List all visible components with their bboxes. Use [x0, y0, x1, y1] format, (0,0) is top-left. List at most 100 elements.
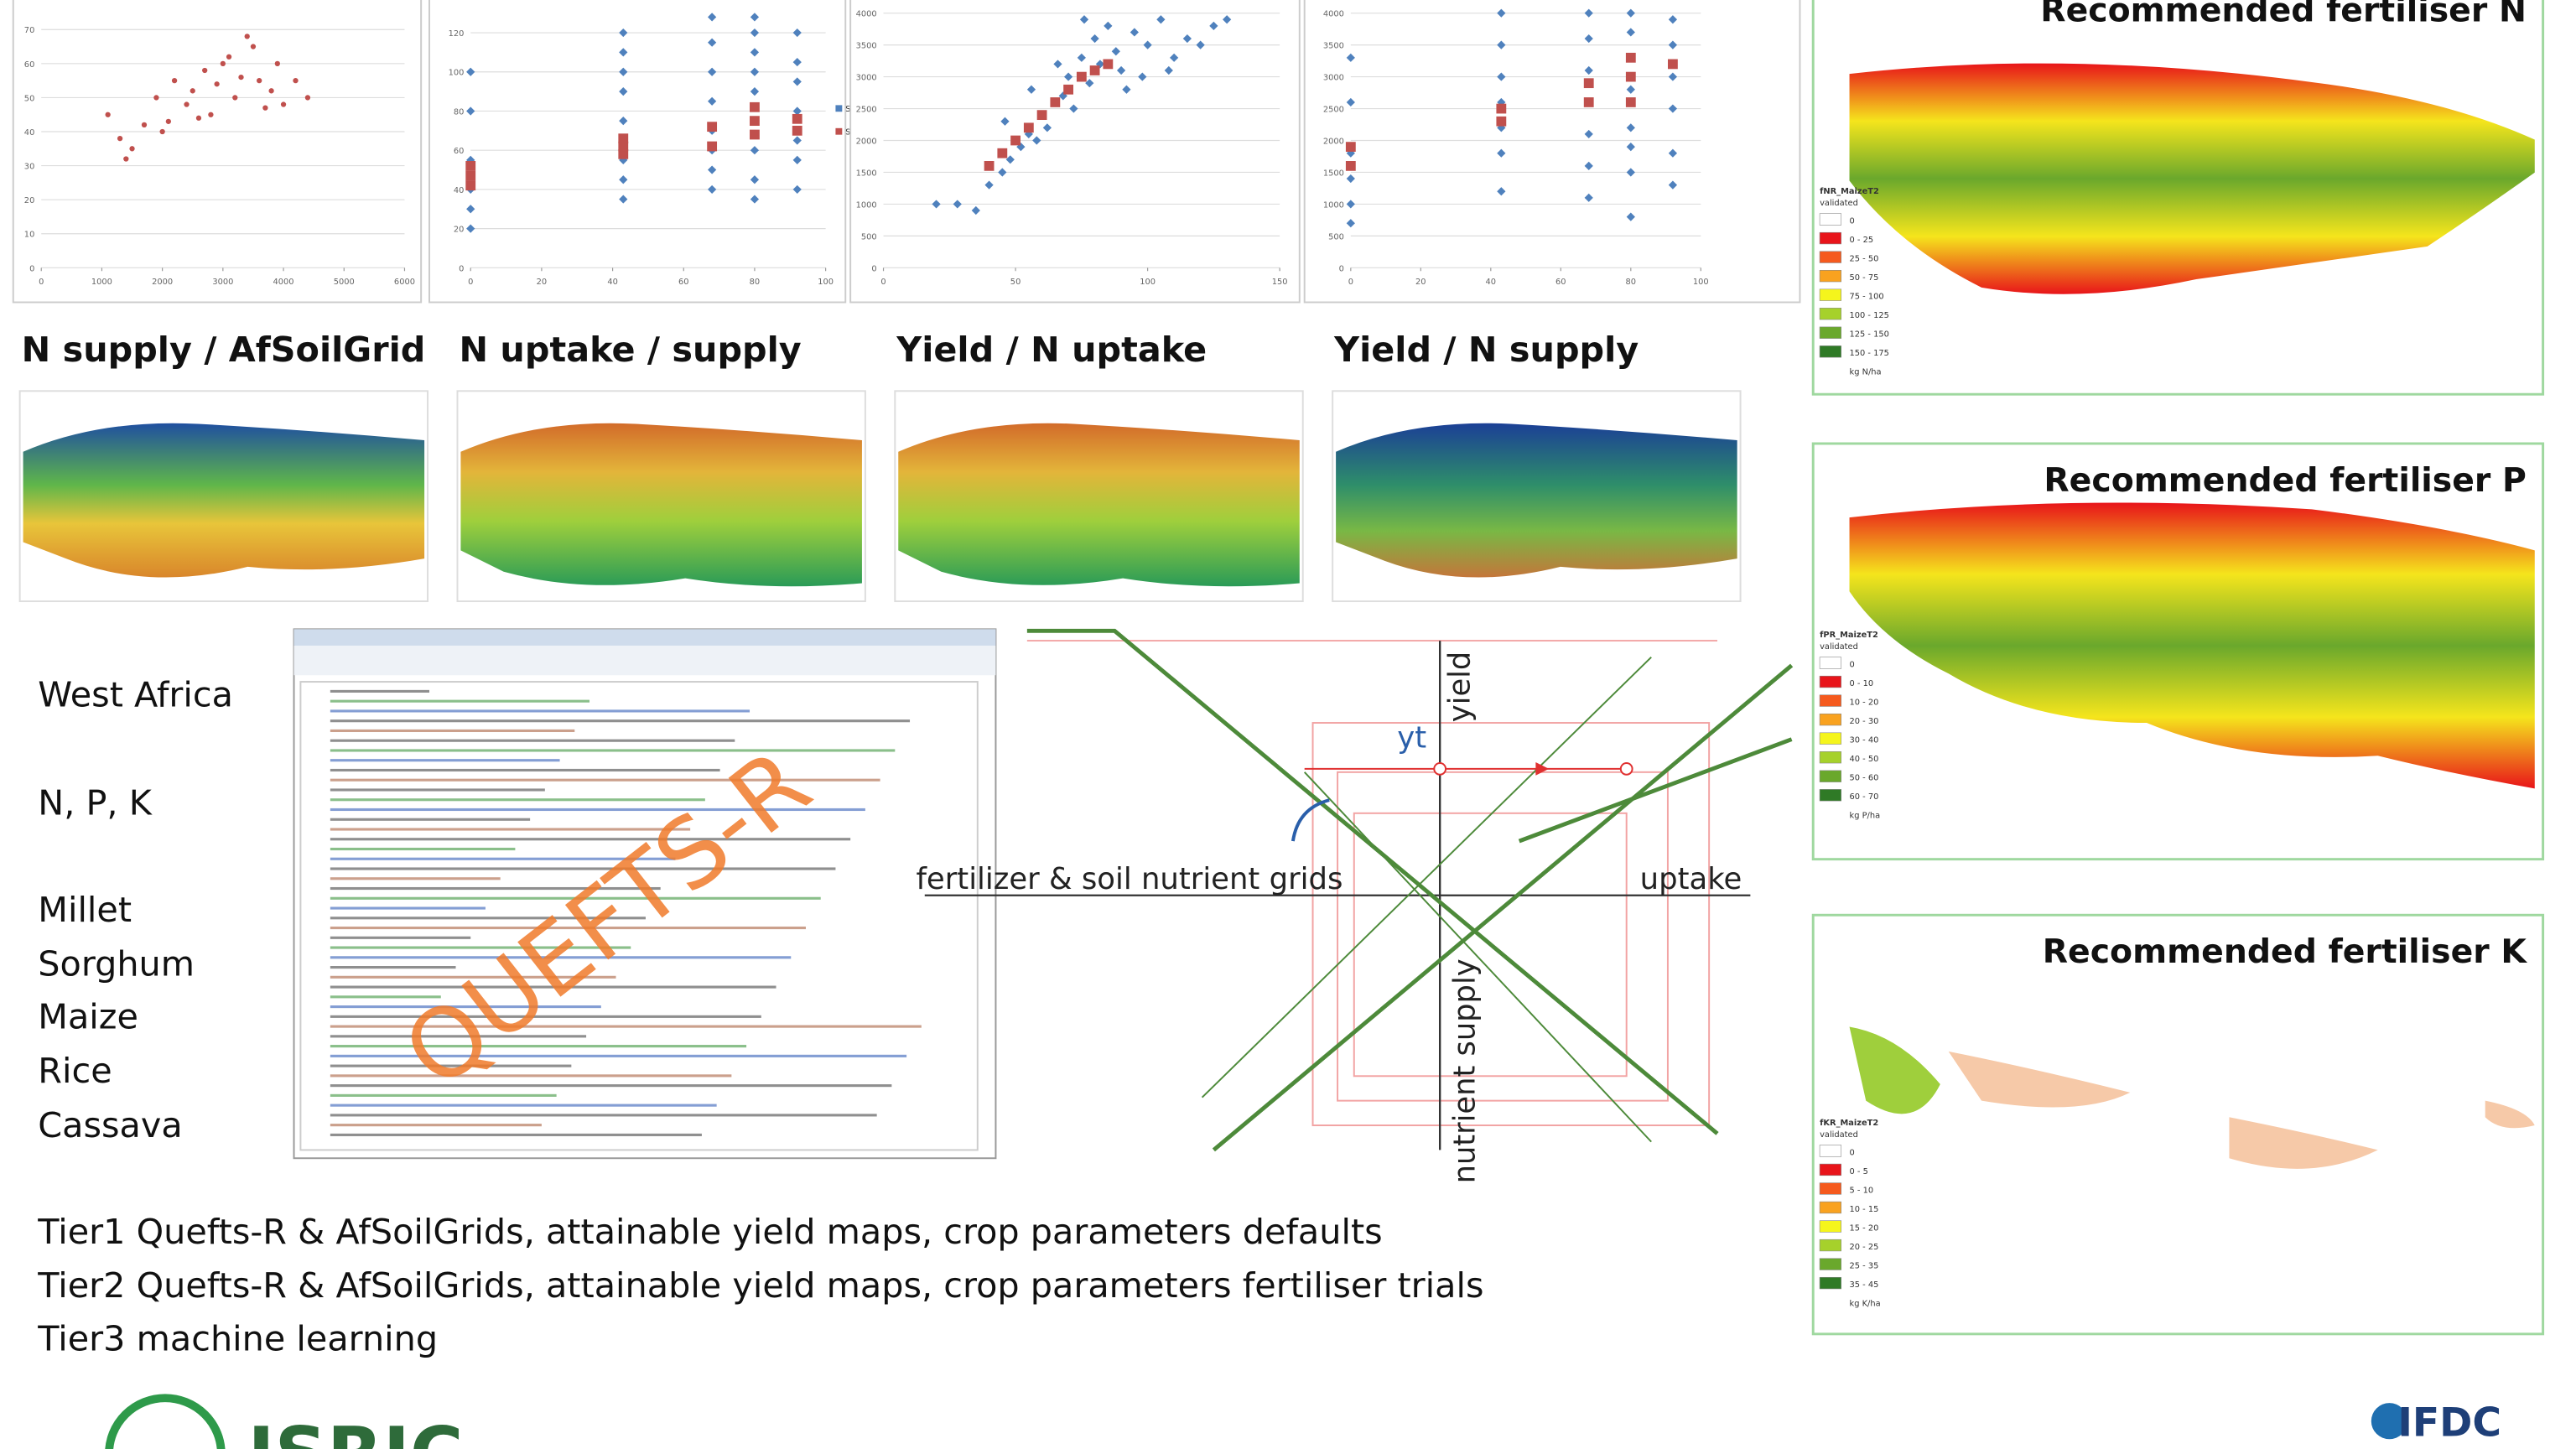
y-tick-label: 2000 [856, 137, 877, 146]
point [750, 129, 760, 140]
diagram-line [1518, 737, 1793, 844]
point [1584, 65, 1593, 75]
y-tick-label: 2500 [856, 105, 877, 114]
title-bar [293, 629, 996, 646]
y-tick-label: 3000 [1323, 74, 1344, 83]
map-title: Recommended fertiliser P [2044, 462, 2527, 500]
point [1668, 40, 1678, 49]
code-line [330, 936, 471, 939]
y-tick-label: 2000 [1323, 137, 1344, 146]
map-image [460, 423, 862, 587]
legend-swatch [1819, 789, 1841, 802]
legend-subtitle: validated [1820, 1130, 1858, 1140]
point [1625, 71, 1636, 82]
code-line [330, 1045, 747, 1048]
y-tick-label: 80 [454, 107, 465, 117]
y-tick-label: 30 [24, 163, 35, 172]
y-tick-label: 0 [1339, 264, 1344, 273]
x-tick-label: 80 [750, 278, 761, 287]
point [123, 156, 129, 162]
diagram-label: nutrient supply [1447, 958, 1482, 1183]
point [1036, 110, 1047, 121]
point [1496, 103, 1507, 114]
legend-label: 0 - 25 [1850, 236, 1874, 245]
point [1209, 21, 1218, 30]
point [1024, 129, 1033, 139]
y-tick-label: 10 [24, 231, 35, 240]
legend-subtitle: validated [1820, 642, 1858, 652]
legend-unit: kg N/ha [1850, 368, 1882, 377]
x-tick-label: 100 [818, 278, 834, 287]
legend-unit: kg K/ha [1850, 1300, 1881, 1309]
point [1668, 148, 1678, 158]
y-tick-label: 2500 [1323, 105, 1344, 114]
y-tick-label: 60 [24, 60, 35, 70]
code-line [330, 1104, 717, 1107]
y-tick-label: 0 [459, 264, 464, 273]
point [293, 78, 299, 84]
y-tick-label: 40 [454, 186, 465, 195]
x-tick-label: 0 [39, 278, 44, 287]
code-line [330, 689, 429, 693]
point [1497, 187, 1506, 196]
x-tick-label: 0 [1348, 278, 1353, 287]
code-line [330, 1124, 542, 1127]
list-item: Cassava [38, 1105, 182, 1145]
x-tick-label: 2000 [152, 278, 173, 287]
point [1103, 59, 1114, 70]
y-tick-label: 120 [449, 29, 465, 39]
arrow [1535, 762, 1550, 776]
legend-swatch [1819, 1182, 1841, 1195]
code-line [330, 1035, 587, 1038]
point [159, 128, 165, 135]
marker [1433, 762, 1447, 776]
legend-swatch [1819, 269, 1841, 283]
y-tick-label: 3000 [856, 74, 877, 83]
point [708, 165, 717, 174]
point [1496, 116, 1507, 127]
x-tick-label: 50 [1010, 278, 1021, 287]
point [1050, 97, 1061, 107]
legend-label: 0 [1850, 660, 1855, 669]
x-tick-label: 6000 [394, 278, 415, 287]
legend-title: fKR_MaizeT2 [1820, 1119, 1878, 1128]
legend-swatch [1819, 1276, 1841, 1290]
y-tick-label: 1500 [1323, 169, 1344, 178]
map-title: Recommended fertiliser K [2043, 933, 2528, 971]
legend-label: 40 - 50 [1850, 755, 1879, 764]
point [1063, 84, 1073, 95]
x-tick-label: 0 [468, 278, 473, 287]
point [244, 34, 250, 39]
point [190, 88, 195, 94]
list-item: Millet [38, 890, 132, 930]
tier-line: Tier2 Quefts-R & AfSoilGrids, attainable… [37, 1265, 1483, 1306]
point [792, 113, 802, 124]
point [1346, 97, 1355, 107]
x-tick-label: 20 [1415, 278, 1426, 287]
code-line [330, 1074, 732, 1078]
panel-title: Yield / N uptake [896, 330, 1207, 370]
point [1584, 161, 1593, 170]
point [220, 60, 226, 66]
x-tick-label: 100 [1140, 278, 1156, 287]
x-tick-label: 40 [1486, 278, 1497, 287]
legend-label: 50 - 75 [1850, 273, 1879, 283]
y-tick-label: 4000 [1323, 10, 1344, 19]
map-title: Recommended fertiliser N [2040, 0, 2527, 29]
legend-swatch [1819, 657, 1841, 669]
legend-unit: kg P/ha [1850, 812, 1881, 821]
chart-frame [849, 0, 1301, 304]
point [165, 118, 172, 124]
point [1116, 65, 1126, 75]
logo-ifdc: IFDC [2371, 1400, 2501, 1446]
point [1089, 65, 1100, 75]
legend-label: 60 - 70 [1850, 792, 1879, 802]
code-line [330, 1025, 922, 1028]
code-line [330, 828, 691, 831]
map-image [1336, 423, 1737, 578]
legend-label: 150 - 175 [1850, 349, 1889, 358]
legend-swatch [1819, 713, 1841, 726]
point [708, 96, 717, 106]
legend-label: 10 - 20 [1850, 699, 1879, 708]
point [708, 67, 717, 76]
